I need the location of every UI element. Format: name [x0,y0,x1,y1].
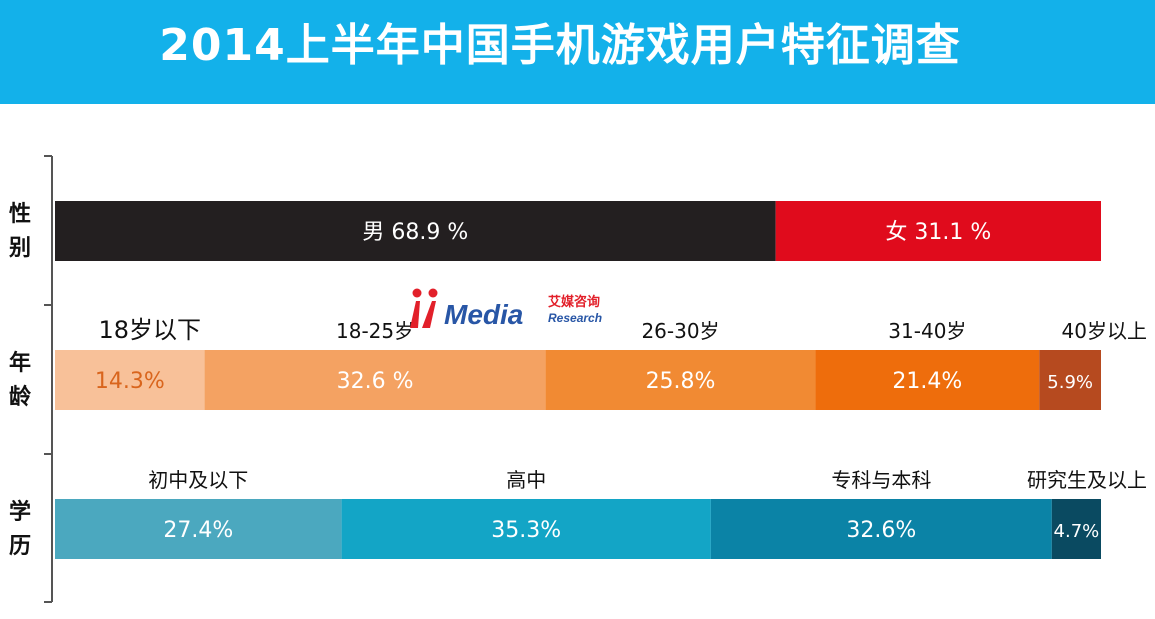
bar-1-4 [1039,350,1101,410]
bar-2-0 [55,499,342,559]
data-labels: 男 68.9 % 女 31.1 % 14.3% 18岁以下 32.6 % 18-25岁 25… [95,220,1147,543]
value-label-1-2: 25.8% [646,369,716,394]
category-label-1-4: 40岁以上 [1062,319,1147,343]
bar-2-2 [710,499,1052,559]
category-label-1-1: 18-25岁 [336,319,414,343]
category-label-2-2: 专科与本科 [831,468,931,492]
value-label-0-1: 女 31.1 % [885,220,991,245]
value-label-2-1: 35.3% [491,518,561,543]
iimedia-watermark: Media 艾媒咨询 Research [408,284,608,330]
watermark-name-cn: 艾媒咨询 [548,294,600,310]
value-label-1-1: 32.6 % [337,369,414,394]
page-title: 2014上半年中国手机游戏用户特征调查 [159,20,961,71]
bar-1-0 [55,350,205,410]
category-label-1-2: 26-30岁 [641,319,719,343]
bar-1-2 [545,350,816,410]
row-label-text: 年龄 [9,350,32,410]
row-label-text: 学历 [9,499,31,559]
value-label-2-0: 27.4% [163,518,233,543]
value-label-0-0: 男 68.9 % [362,220,468,245]
value-label-1-0: 14.3% [95,369,165,394]
category-label-1-0: 18岁以下 [99,316,202,344]
category-label-2-0: 初中及以下 [148,468,248,492]
row-label-1: 年龄 [9,350,32,410]
value-label-1-4: 5.9% [1047,372,1093,393]
row-label-2: 学历 [9,499,31,559]
watermark-brand: Media [444,299,523,330]
category-label-2-3: 研究生及以上 [1027,468,1147,492]
category-label-1-3: 31-40岁 [888,319,966,343]
row-label-text: 性别 [8,202,31,261]
bar-0-0 [55,201,776,261]
iimedia-logo-figures [410,288,438,328]
category-label-2-1: 高中 [506,468,546,492]
value-label-2-2: 32.6% [846,518,916,543]
bar-1-1 [204,350,546,410]
watermark-name-en: Research [548,311,602,325]
title-banner: 2014上半年中国手机游戏用户特征调查 [0,0,1155,104]
value-label-1-3: 21.4% [892,369,962,394]
bars [55,201,1101,559]
value-label-2-3: 4.7% [1054,521,1100,542]
row-label-0: 性别 [8,202,31,261]
bar-1-3 [815,350,1040,410]
bar-0-1 [775,201,1101,261]
bar-2-3 [1051,499,1101,559]
bar-2-1 [341,499,711,559]
